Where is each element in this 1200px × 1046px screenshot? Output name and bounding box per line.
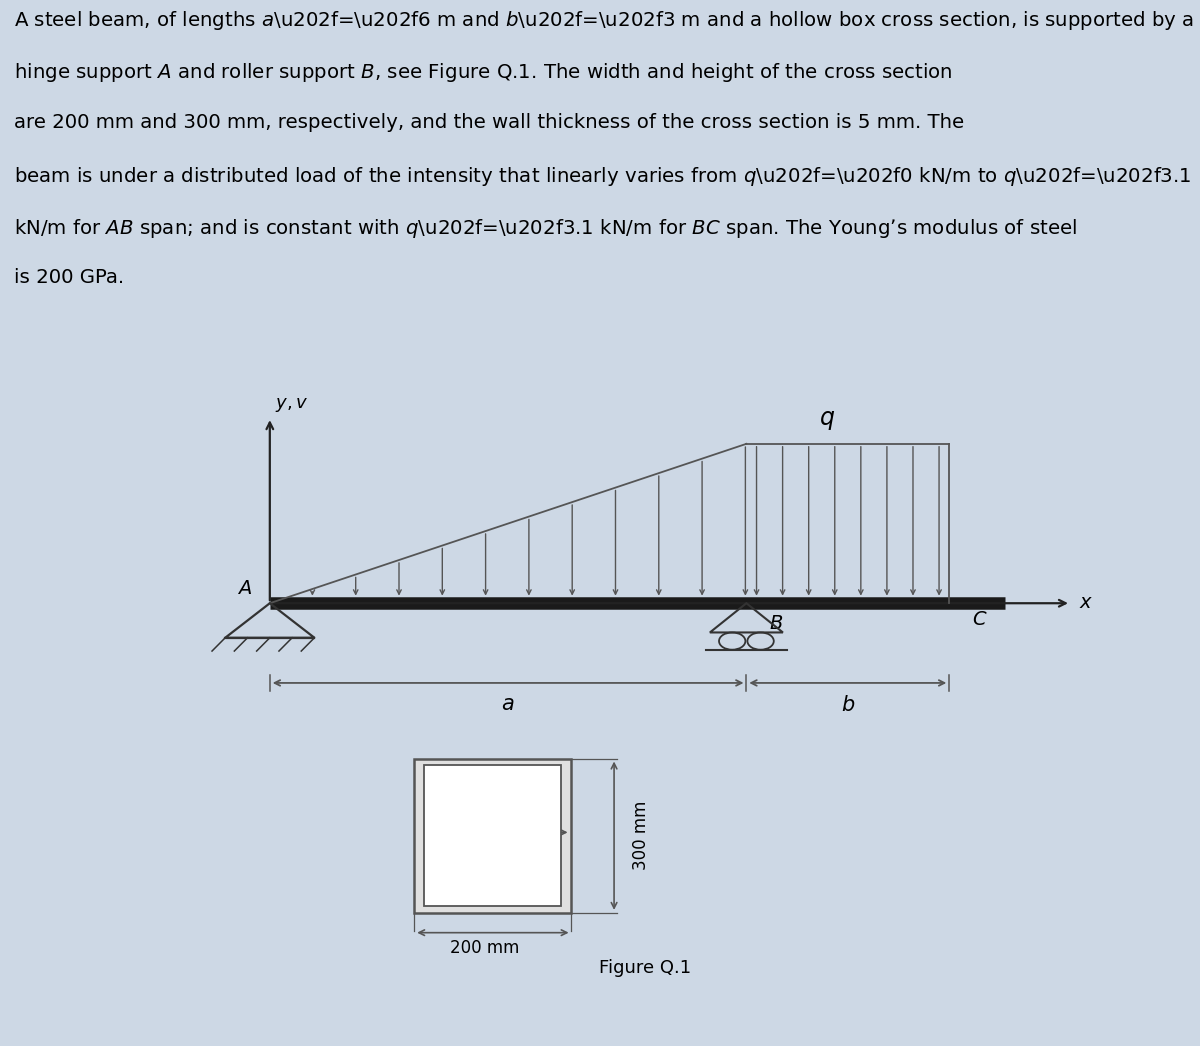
Text: is 200 GPa.: is 200 GPa. [14, 269, 125, 288]
Text: 5 mm: 5 mm [463, 823, 512, 841]
Text: A steel beam, of lengths $a$\u202f=\u202f6 m and $b$\u202f=\u202f3 m and a hollo: A steel beam, of lengths $a$\u202f=\u202… [14, 9, 1194, 32]
Text: Figure Q.1: Figure Q.1 [599, 958, 691, 977]
Text: kN/m for $AB$ span; and is constant with $q$\u202f=\u202f3.1 kN/m for $BC$ span.: kN/m for $AB$ span; and is constant with… [14, 217, 1078, 240]
Text: are 200 mm and 300 mm, respectively, and the wall thickness of the cross section: are 200 mm and 300 mm, respectively, and… [14, 113, 965, 132]
Text: $A$: $A$ [236, 579, 252, 598]
Text: hinge support $A$ and roller support $B$, see Figure Q.1. The width and height o: hinge support $A$ and roller support $B$… [14, 62, 953, 84]
Text: 200 mm: 200 mm [450, 939, 520, 957]
Text: 300 mm: 300 mm [632, 801, 650, 870]
Text: $B$: $B$ [769, 615, 782, 633]
Bar [414, 758, 571, 913]
Text: $b$: $b$ [841, 695, 854, 714]
Text: beam is under a distributed load of the intensity that linearly varies from $q$\: beam is under a distributed load of the … [14, 165, 1192, 187]
Text: $y, v$: $y, v$ [275, 396, 308, 414]
Text: $x$: $x$ [1079, 594, 1093, 612]
Text: $q$: $q$ [820, 409, 835, 432]
Text: $C$: $C$ [972, 611, 988, 630]
Text: $a$: $a$ [502, 695, 515, 713]
Bar [425, 766, 562, 906]
